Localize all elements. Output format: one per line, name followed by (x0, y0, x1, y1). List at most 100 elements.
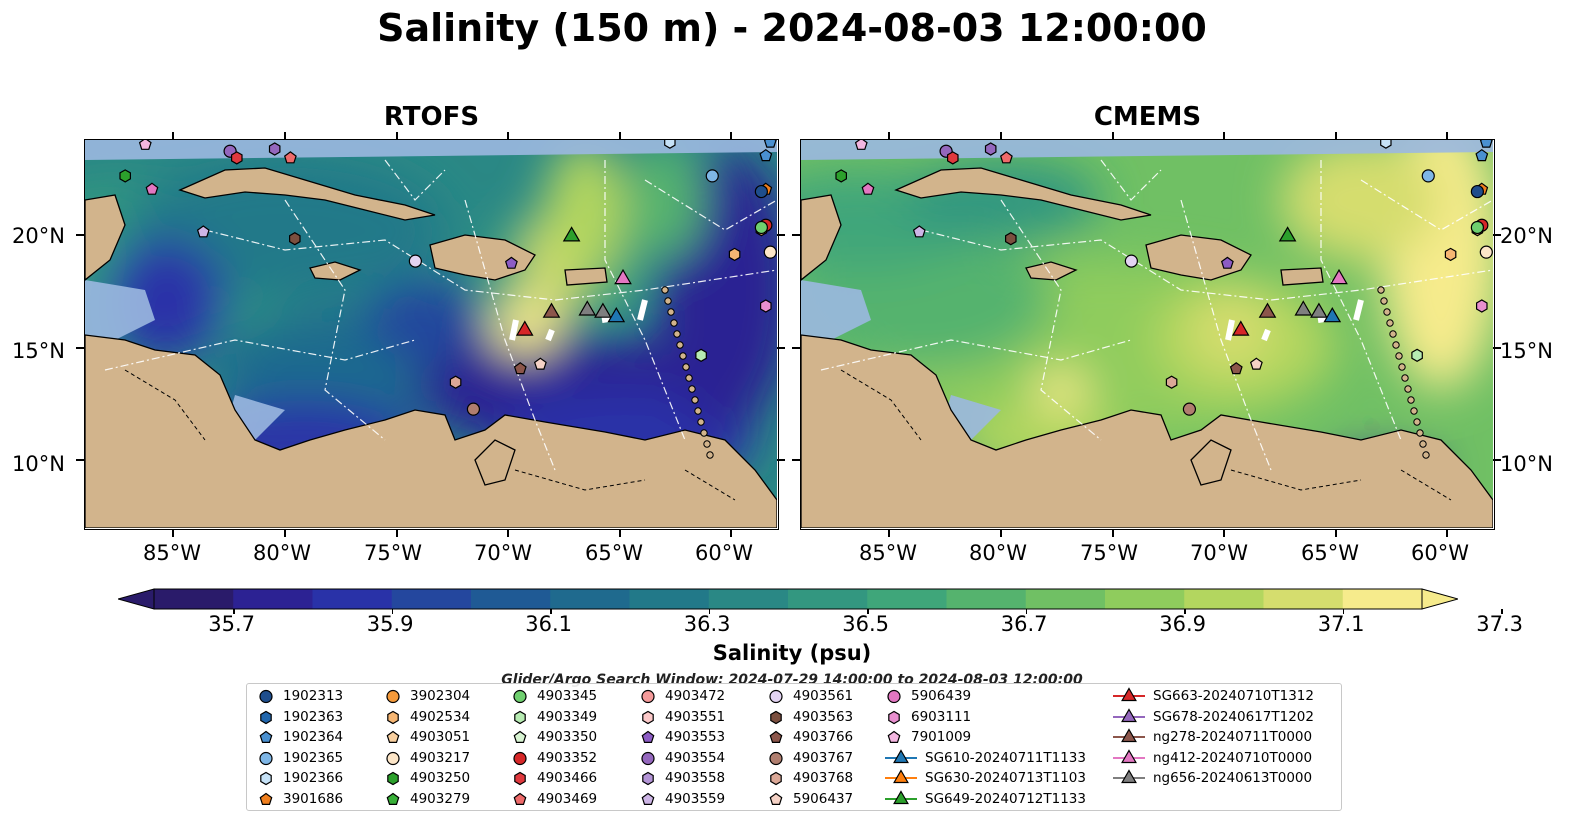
legend-label: 1902363 (283, 708, 344, 725)
float-marker (196, 225, 210, 238)
glider-marker (1310, 302, 1328, 318)
legend-item: 3902304 (382, 686, 470, 706)
axis-tick (1334, 132, 1337, 139)
legend-item: 4903554 (637, 748, 725, 768)
pentagon-marker-icon (769, 792, 783, 805)
map-panel-cmems[interactable] (800, 139, 1495, 530)
float-marker (1475, 299, 1488, 313)
colorbar-segment (1105, 589, 1185, 609)
float-marker (912, 225, 926, 238)
legend-marker (887, 689, 901, 704)
float-marker (754, 184, 768, 199)
circle-marker-icon (513, 751, 527, 765)
float-marker (947, 151, 959, 165)
colorbar-segment (946, 589, 1027, 609)
legend-marker (513, 730, 527, 743)
axis-tick (507, 530, 510, 537)
colorbar-segment (1025, 589, 1106, 609)
axis-tick (792, 458, 800, 461)
float-marker (1229, 362, 1243, 375)
float-marker (1411, 348, 1423, 362)
colorbar-tick-label: 36.7 (1000, 612, 1048, 636)
glider-marker (1330, 268, 1348, 285)
circle-marker-icon (769, 689, 783, 704)
legend-item: 4903553 (637, 727, 725, 747)
legend-item: 6903111 (883, 707, 971, 727)
axis-tick (283, 530, 286, 537)
land-mass (894, 167, 1152, 221)
float-marker (1479, 140, 1493, 148)
pentagon-marker-icon (386, 792, 400, 805)
lat-label-20n-left: 20°N (12, 224, 65, 248)
axis-tick (1493, 234, 1501, 237)
legend-marker (770, 710, 782, 724)
glider-marker (607, 307, 626, 323)
legend: 1902313 1902363 1902364 1902365 1902366 39016… (246, 683, 1342, 811)
glider-marker (1231, 320, 1250, 336)
legend-marker (888, 710, 900, 724)
axis-tick (888, 530, 891, 537)
colorbar-tick (1342, 609, 1345, 614)
float-marker (705, 169, 719, 183)
float-marker (759, 299, 772, 313)
lat-label-15n-left: 15°N (12, 339, 65, 363)
hexagon-marker-icon (387, 771, 399, 786)
legend-marker (893, 748, 909, 763)
triangle-marker-icon (885, 789, 917, 804)
glider-marker (515, 320, 534, 336)
hexagon-marker-icon (514, 710, 526, 724)
float-marker (984, 142, 997, 156)
land-mass (564, 267, 608, 286)
legend-item: SG610-20240711T1133 (883, 748, 1086, 768)
lon-label-60w-left: 60°W (695, 541, 753, 565)
pentagon-marker-icon (513, 730, 527, 743)
float-marker (145, 182, 159, 195)
colorbar-segment (867, 589, 947, 609)
legend-item: 4903559 (637, 789, 725, 809)
legend-label: 4903469 (537, 790, 598, 807)
axis-tick (76, 346, 84, 349)
glider-marker (1294, 300, 1313, 316)
legend-item: 4903466 (509, 768, 597, 788)
legend-item: 4902534 (382, 707, 470, 727)
legend-label: ng412-20240710T0000 (1153, 749, 1313, 766)
axis-tick (172, 530, 175, 537)
axis-tick (1111, 132, 1114, 139)
land-mass (85, 334, 777, 528)
legend-label: 4903279 (410, 790, 471, 807)
legend-marker (770, 771, 782, 786)
legend-label: SG610-20240711T1133 (925, 749, 1086, 766)
axis-tick (777, 458, 785, 461)
lon-label-80w-right: 80°W (969, 541, 1027, 565)
circle-marker-icon (386, 751, 400, 765)
axis-tick (172, 132, 175, 139)
triangle-marker-icon (885, 769, 917, 784)
colorbar-segment (788, 589, 868, 609)
land-mass (1190, 439, 1232, 486)
legend-label: 4903767 (793, 749, 854, 766)
legend-item: SG678-20240617T1202 (1111, 707, 1314, 727)
legend-label: 4903559 (665, 790, 726, 807)
map-panel-rtofs[interactable] (84, 139, 779, 530)
float-marker (1470, 220, 1484, 235)
figure-title: Salinity (150 m) - 2024-08-03 12:00:00 (377, 6, 1207, 50)
lat-label-20n-right: 20°N (1500, 224, 1553, 248)
legend-marker (1121, 707, 1137, 722)
legend-label: 1902364 (283, 729, 344, 745)
triangle-marker-icon (1113, 748, 1145, 763)
glider-marker (614, 268, 632, 285)
legend-label: 4903345 (537, 688, 598, 704)
land-mass (1025, 261, 1078, 281)
legend-marker (513, 689, 527, 704)
legend-item: 1902364 (255, 727, 343, 747)
colorbar-tick (391, 609, 394, 614)
pentagon-marker-icon (641, 730, 655, 743)
float-marker (1220, 256, 1234, 269)
legend-label: 4903466 (537, 770, 598, 786)
triangle-marker-icon (885, 748, 917, 763)
axis-tick (618, 132, 621, 139)
float-marker (728, 247, 741, 262)
axis-tick (395, 530, 398, 537)
legend-marker (259, 689, 273, 704)
legend-label: 4903250 (410, 770, 471, 786)
